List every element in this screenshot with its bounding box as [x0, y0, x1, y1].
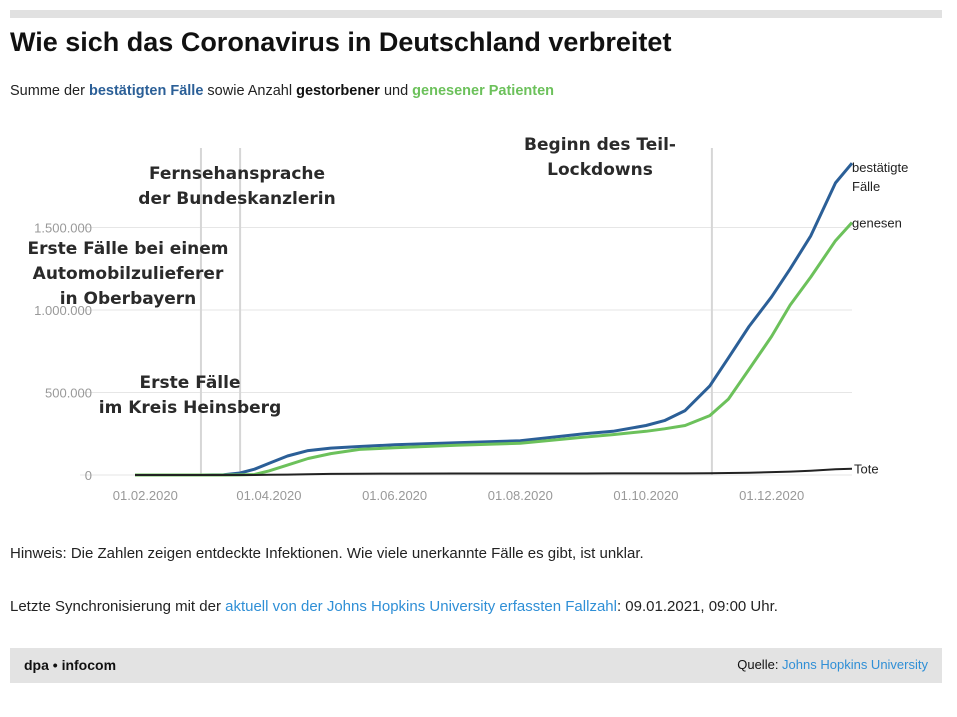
sync-prefix: Letzte Synchronisierung mit der [10, 598, 226, 615]
subtitle-mid: sowie Anzahl [203, 83, 297, 99]
annotation-text: Erste Fälle bei einem [27, 239, 228, 259]
grid-lines [80, 227, 852, 476]
annotation-text: Automobilzulieferer [33, 264, 224, 284]
annotation-text: Fernsehansprache [149, 164, 325, 184]
event-lines [199, 148, 713, 475]
end-label: genesen [852, 216, 902, 231]
hint-note: Hinweis: Die Zahlen zeigen entdeckte Inf… [10, 545, 644, 562]
x-tick-label: 01.02.2020 [113, 488, 178, 503]
x-tick-label: 01.06.2020 [362, 488, 427, 503]
subtitle-prefix: Summe der [10, 83, 89, 99]
top-bar [10, 10, 942, 18]
sync-note: Letzte Synchronisierung mit der aktuell … [10, 597, 940, 616]
event-annotations: Erste Fälle bei einem Automobilzulieferer… [27, 135, 675, 418]
footer-source: Quelle: Johns Hopkins University [737, 657, 928, 672]
subtitle-deaths: gestorbener [296, 83, 380, 99]
subtitle-and: und [379, 83, 413, 99]
y-tick-label: 1.000.000 [34, 303, 92, 318]
series-line [135, 162, 854, 477]
subtitle-recovered: genesener Patienten [412, 83, 554, 99]
y-tick-label: 1.500.000 [34, 221, 92, 236]
chart-title: Wie sich das Coronavirus in Deutschland … [10, 27, 672, 57]
sync-link[interactable]: aktuell von der Johns Hopkins University… [225, 598, 617, 615]
x-tick-label: 01.04.2020 [236, 488, 301, 503]
x-tick-label: 01.12.2020 [739, 488, 804, 503]
end-label: Tote [854, 462, 879, 477]
annotation-text: Erste Fälle [140, 373, 241, 393]
y-axis-ticks: 0 500.000 1.000.000 1.500.000 [34, 221, 92, 484]
footer-bar: dpa • infocom Quelle: Johns Hopkins Univ… [10, 648, 942, 683]
series-end-labels: bestätigte Fälle genesen Tote [852, 160, 908, 477]
end-label: Fälle [852, 179, 880, 194]
x-tick-label: 01.08.2020 [488, 488, 553, 503]
source-link[interactable]: Johns Hopkins University [782, 657, 928, 672]
series-line [135, 221, 854, 477]
sync-suffix: : 09.01.2021, 09:00 Uhr. [616, 598, 778, 615]
annotation-text: Lockdowns [547, 160, 653, 180]
y-tick-label: 0 [85, 468, 92, 483]
subtitle-confirmed: bestätigten Fälle [88, 83, 204, 99]
annotation-text: in Oberbayern [60, 289, 197, 309]
source-label: Quelle: [737, 657, 783, 672]
chart-subtitle: Summe der bestätigten Fälle sowie Anzahl… [10, 83, 554, 99]
series-line [135, 467, 853, 476]
annotation-text: Beginn des Teil- [524, 135, 676, 155]
end-label: bestätigte [852, 160, 908, 175]
x-axis-ticks: 01.02.2020 01.04.2020 01.06.2020 01.08.2020… [113, 488, 804, 503]
y-tick-label: 500.000 [45, 386, 92, 401]
annotation-text: der Bundeskanzlerin [138, 189, 335, 209]
footer-brand: dpa • infocom [24, 657, 117, 673]
x-tick-label: 01.10.2020 [613, 488, 678, 503]
series-lines [135, 162, 854, 477]
annotation-text: im Kreis Heinsberg [99, 398, 281, 418]
